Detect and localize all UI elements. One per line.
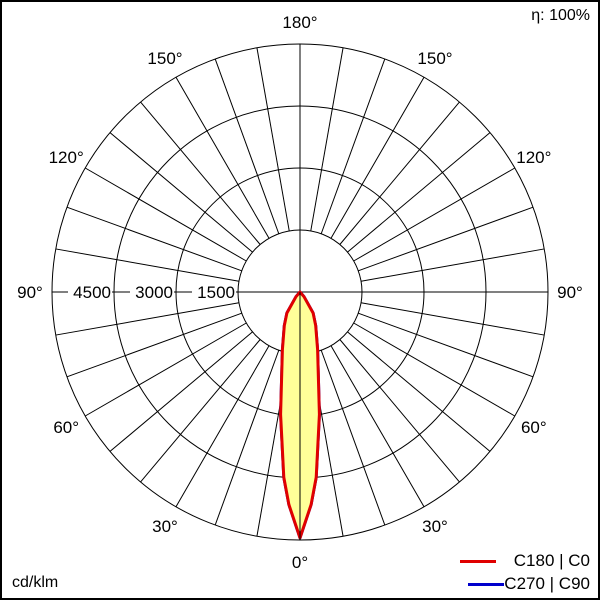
grid-spoke <box>360 248 545 282</box>
angle-label: 90° <box>557 283 583 302</box>
grid-spoke <box>339 101 460 245</box>
grid-spoke <box>256 47 290 232</box>
grid-spoke <box>347 331 491 452</box>
radial-tick-label: 3000 <box>135 283 173 302</box>
grid-spoke <box>347 132 491 253</box>
radial-label-bg <box>68 282 112 302</box>
legend-swatch-blue <box>468 582 505 586</box>
angle-label: 60° <box>521 418 547 437</box>
angle-label: 0° <box>292 553 308 572</box>
angle-label: 120° <box>516 148 551 167</box>
grid-spoke <box>353 167 516 262</box>
grid-spoke <box>175 76 270 239</box>
angle-label: 90° <box>17 283 43 302</box>
grid-spoke <box>109 331 253 452</box>
angle-label: 30° <box>422 517 448 536</box>
angle-label: 150° <box>417 49 452 68</box>
radial-label-bg <box>192 282 236 302</box>
grid-spoke <box>55 248 240 282</box>
grid-spoke <box>214 350 280 526</box>
grid-spoke <box>140 339 261 483</box>
angle-label-bg <box>550 282 590 302</box>
angle-label: 30° <box>152 517 178 536</box>
grid-spoke <box>66 312 242 378</box>
angle-label: 60° <box>53 418 79 437</box>
angle-label: 150° <box>147 49 182 68</box>
grid-spoke <box>353 322 516 417</box>
legend-item-c270-c90: C270 | C90 <box>468 574 590 594</box>
efficiency-label: η: 100% <box>531 7 590 24</box>
grid-spoke <box>360 302 545 336</box>
grid-spoke <box>175 345 270 508</box>
grid-spoke <box>320 350 386 526</box>
grid-spoke <box>339 339 460 483</box>
grid-spoke <box>84 167 247 262</box>
angle-label: 180° <box>282 13 317 32</box>
grid-spoke <box>330 76 425 239</box>
radial-tick-label: 4500 <box>73 283 111 302</box>
grid-spoke <box>310 47 344 232</box>
legend-swatch-red <box>459 559 496 563</box>
grid-spoke <box>330 345 425 508</box>
grid-spoke <box>109 132 253 253</box>
radial-label-bg <box>130 282 174 302</box>
legend-item-c180-c0: C180 | C0 <box>459 551 590 571</box>
grid-spoke <box>320 58 386 234</box>
grid-spoke <box>358 206 534 272</box>
grid-spoke <box>214 58 280 234</box>
radial-tick-label: 1500 <box>197 283 235 302</box>
grid-spoke <box>55 302 240 336</box>
grid-spoke <box>140 101 261 245</box>
grid-spoke <box>358 312 534 378</box>
grid-spoke <box>84 322 247 417</box>
legend-label: C270 | C90 <box>504 574 590 593</box>
unit-label: cd/klm <box>12 574 59 591</box>
angle-label: 120° <box>49 148 84 167</box>
legend-label: C180 | C0 <box>513 551 590 570</box>
grid-spoke <box>66 206 242 272</box>
angle-label-bg <box>10 282 50 302</box>
